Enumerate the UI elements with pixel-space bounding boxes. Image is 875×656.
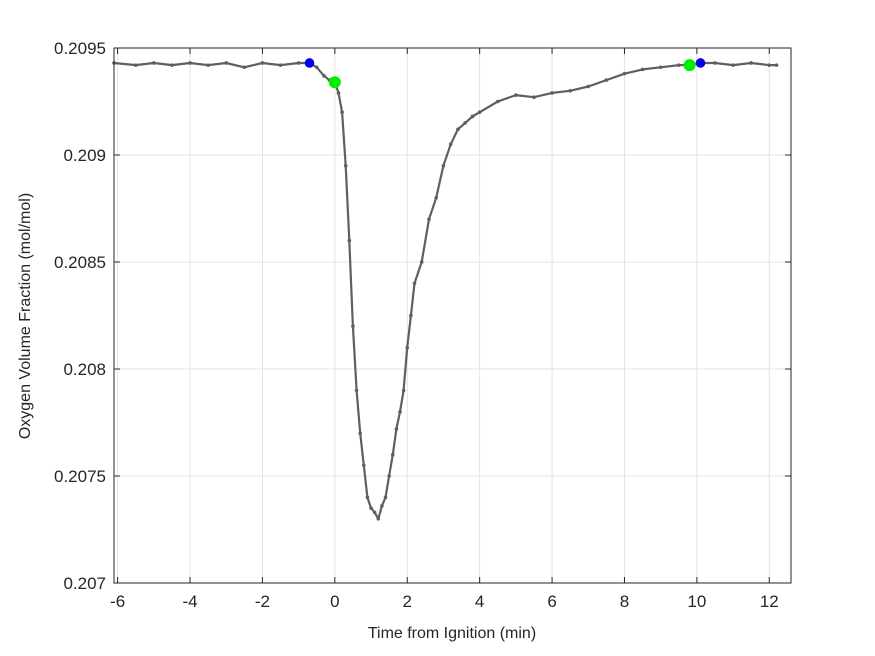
x-tick-label: -6 xyxy=(110,592,125,611)
y-tick-label: 0.208 xyxy=(63,360,106,379)
y-tick-label: 0.209 xyxy=(63,146,106,165)
data-point xyxy=(774,63,779,67)
data-point xyxy=(568,89,572,93)
data-point xyxy=(640,67,645,72)
data-point xyxy=(206,63,210,67)
data-point xyxy=(336,91,341,95)
data-point xyxy=(456,127,460,132)
data-point xyxy=(412,281,417,286)
green-marker xyxy=(328,76,341,89)
data-point xyxy=(351,324,355,329)
x-tick-label: 8 xyxy=(620,592,629,611)
y-tick-label: 0.2075 xyxy=(54,467,106,486)
data-point xyxy=(405,345,410,350)
data-point xyxy=(383,495,388,500)
data-point xyxy=(448,142,453,147)
data-point xyxy=(322,74,326,78)
blue-marker xyxy=(695,58,706,68)
blue-marker xyxy=(304,58,315,68)
data-point xyxy=(767,63,772,67)
data-point xyxy=(749,61,753,65)
data-point xyxy=(170,63,174,67)
x-tick-label: -4 xyxy=(182,592,197,611)
data-point xyxy=(188,61,192,65)
data-point xyxy=(394,427,399,431)
data-point xyxy=(550,91,554,95)
data-point xyxy=(347,238,352,243)
data-point xyxy=(401,388,406,393)
data-point xyxy=(470,114,475,119)
x-tick-label: 2 xyxy=(403,592,412,611)
data-point xyxy=(390,452,395,457)
x-tick-label: 10 xyxy=(687,592,706,611)
x-tick-label: 0 xyxy=(330,592,339,611)
data-point xyxy=(419,260,424,264)
data-point xyxy=(242,65,247,70)
y-tick-label: 0.2095 xyxy=(54,39,106,58)
y-tick-label: 0.207 xyxy=(63,574,106,593)
x-tick-label: 12 xyxy=(760,592,779,611)
data-point xyxy=(586,84,591,89)
data-point xyxy=(477,110,482,114)
data-point xyxy=(622,71,627,76)
data-point xyxy=(676,63,681,67)
data-point xyxy=(296,61,301,65)
data-point xyxy=(532,95,536,100)
data-point xyxy=(343,163,348,168)
data-point xyxy=(372,510,377,515)
data-point xyxy=(369,506,373,510)
data-point xyxy=(731,63,735,67)
axis-ticks xyxy=(114,47,791,584)
data-point xyxy=(495,99,500,104)
green-marker xyxy=(683,59,696,72)
data-point xyxy=(380,504,384,508)
x-tick-label: -2 xyxy=(255,592,270,611)
y-axis-tick-labels: 0.207 0.2075 0.208 0.2085 0.209 0.2095 xyxy=(54,39,106,593)
data-point xyxy=(133,63,138,67)
data-point xyxy=(658,65,663,70)
x-axis-title: Time from Ignition (min) xyxy=(368,625,536,642)
data-point xyxy=(434,196,439,200)
x-tick-label: 6 xyxy=(547,592,556,611)
data-point xyxy=(358,431,362,436)
data-point xyxy=(362,463,366,468)
data-point xyxy=(314,65,319,70)
data-point xyxy=(398,410,402,414)
data-point xyxy=(409,313,413,318)
data-point xyxy=(365,495,370,500)
plot-area xyxy=(114,48,791,583)
data-point xyxy=(713,61,717,65)
data-point xyxy=(441,163,446,168)
x-tick-label: 4 xyxy=(475,592,484,611)
data-point xyxy=(260,61,265,65)
plot-frame xyxy=(113,47,792,584)
data-point xyxy=(224,61,229,65)
x-axis-tick-labels: -6 -4 -2 0 2 4 6 8 10 12 xyxy=(110,592,779,611)
data-point xyxy=(278,63,283,67)
highlight-markers xyxy=(304,58,706,89)
data-point xyxy=(514,93,518,97)
data-point xyxy=(152,61,156,65)
y-axis-title: Oxygen Volume Fraction (mol/mol) xyxy=(17,193,34,439)
data-point xyxy=(387,474,391,478)
data-point xyxy=(463,121,467,125)
data-point xyxy=(376,517,381,521)
data-point xyxy=(354,388,359,393)
data-point xyxy=(604,78,609,82)
y-tick-label: 0.2085 xyxy=(54,253,106,272)
data-point xyxy=(427,217,431,221)
data-point xyxy=(340,110,344,114)
